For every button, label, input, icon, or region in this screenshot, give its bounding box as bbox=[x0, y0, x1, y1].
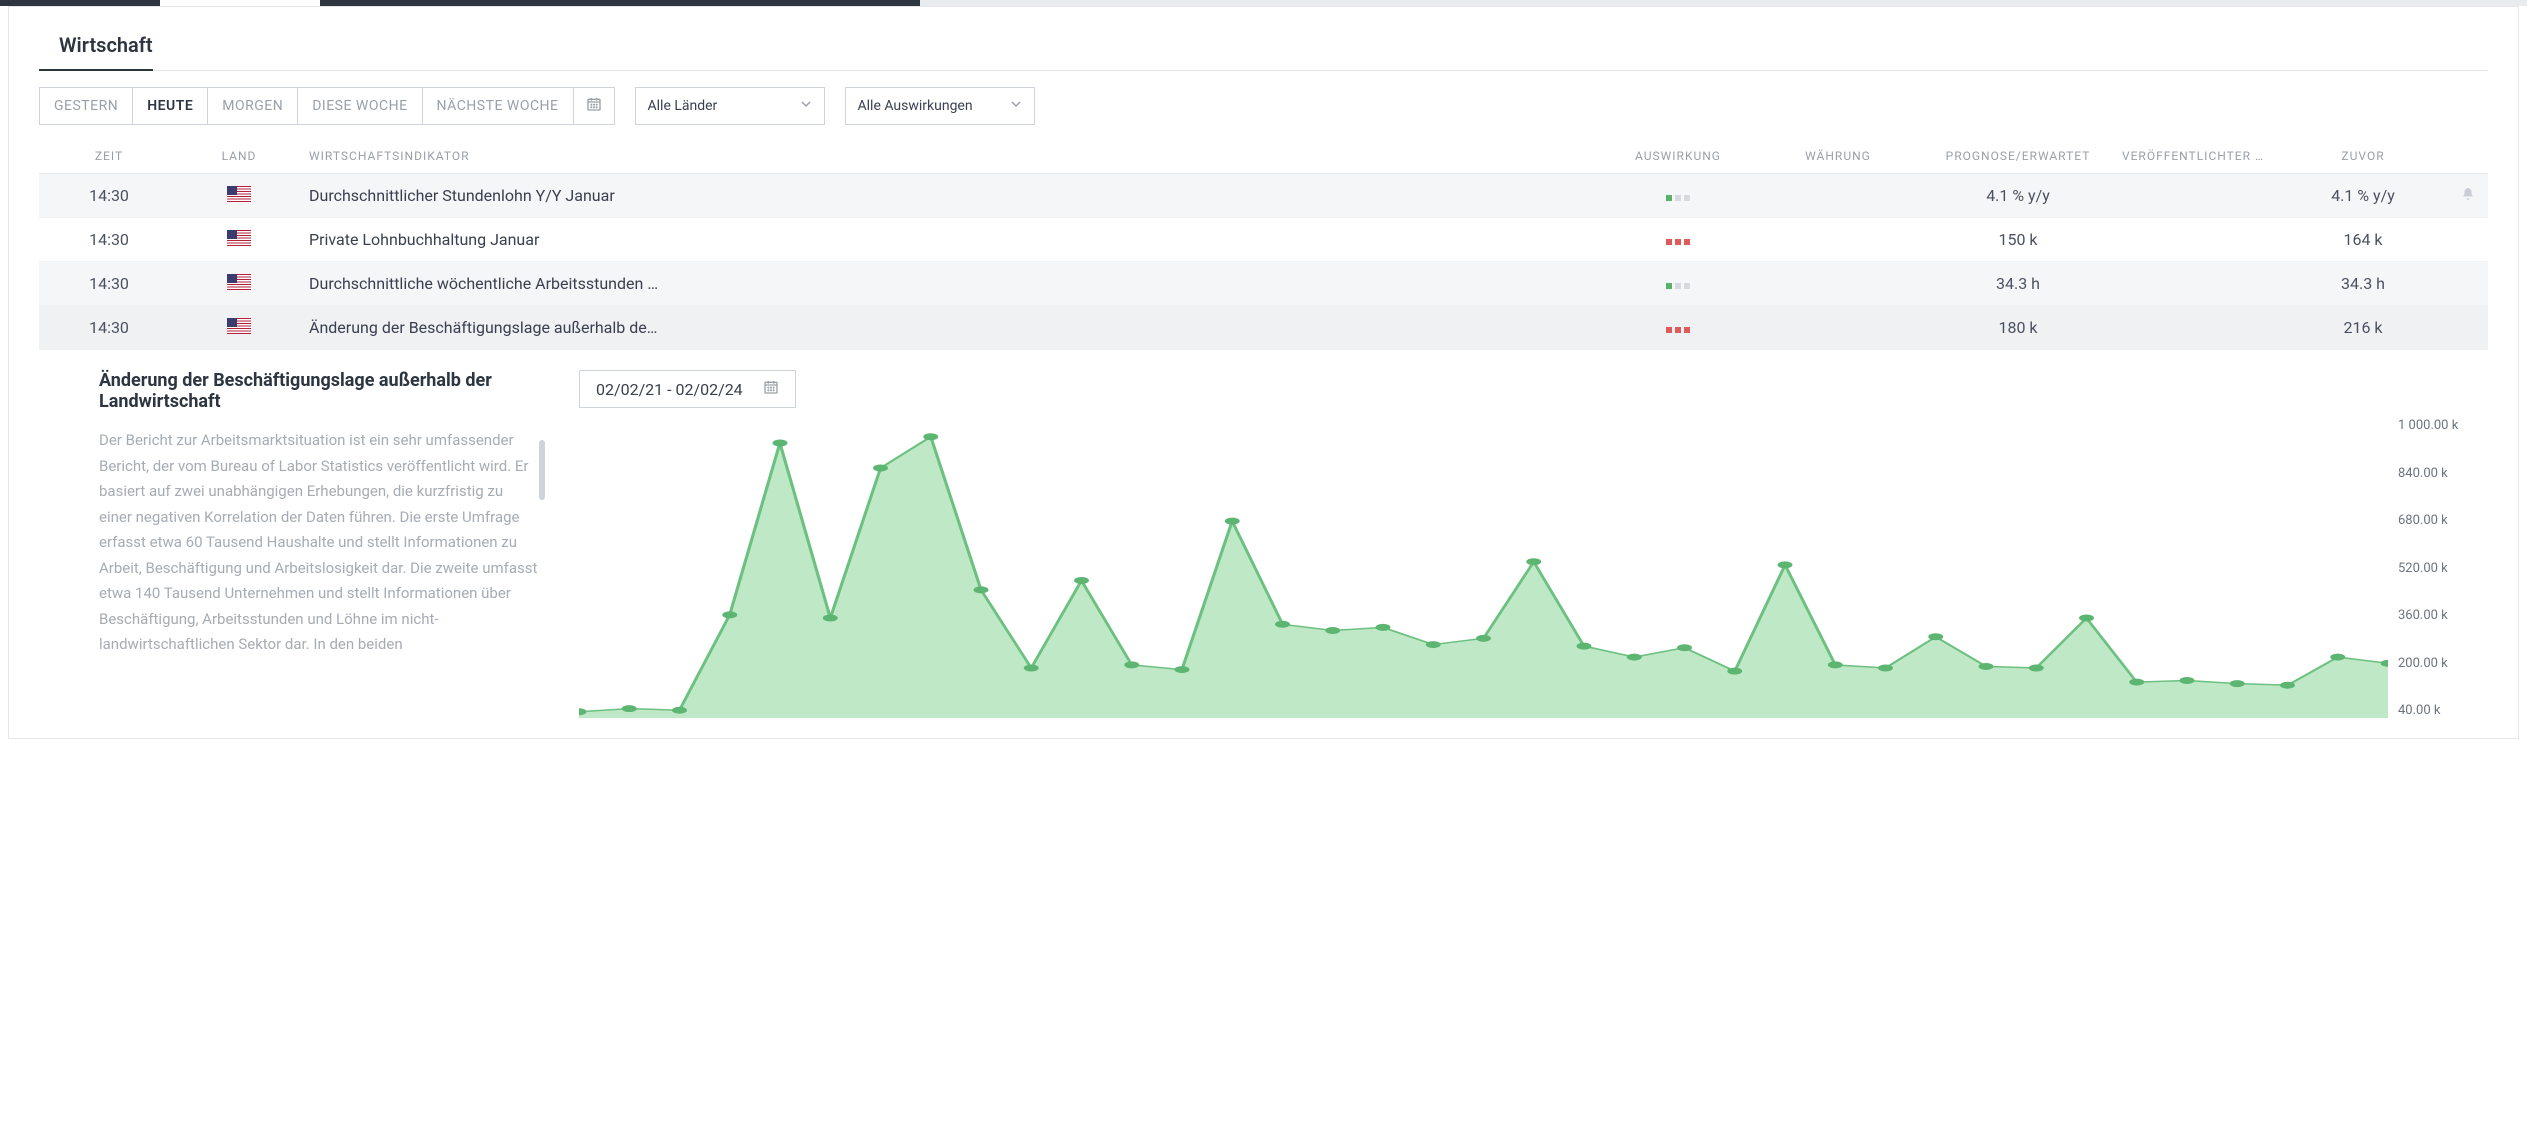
tab-naechste-woche[interactable]: NÄCHSTE WOCHE bbox=[423, 88, 574, 124]
us-flag-icon bbox=[227, 318, 251, 334]
detail-title: Änderung der Beschäftigungslage außerhal… bbox=[99, 370, 539, 412]
y-tick-label: 200.00 k bbox=[2398, 656, 2478, 671]
y-tick-label: 680.00 k bbox=[2398, 513, 2478, 528]
us-flag-icon bbox=[227, 186, 251, 202]
cell-time: 14:30 bbox=[39, 186, 179, 205]
impact-indicator bbox=[1666, 195, 1690, 201]
cell-forecast: 180 k bbox=[1928, 318, 2108, 337]
tab-heute[interactable]: HEUTE bbox=[133, 88, 208, 124]
col-published: VERÖFFENTLICHTER … bbox=[2108, 149, 2278, 163]
tab-calendar-button[interactable] bbox=[574, 88, 614, 124]
cell-forecast: 4.1 % y/y bbox=[1928, 186, 2108, 205]
cell-time: 14:30 bbox=[39, 274, 179, 293]
cell-previous: 4.1 % y/y bbox=[2278, 186, 2448, 205]
col-forecast: PROGNOSE/ERWARTET bbox=[1928, 149, 2108, 163]
cell-flag bbox=[179, 186, 299, 206]
bell-icon[interactable] bbox=[2461, 186, 2475, 205]
section-title: Wirtschaft bbox=[39, 17, 153, 71]
section-header: Wirtschaft bbox=[39, 17, 2488, 71]
date-range-picker[interactable]: 02/02/21 - 02/02/24 bbox=[579, 370, 796, 408]
col-land: LAND bbox=[179, 149, 299, 163]
col-indicator: WIRTSCHAFTSINDIKATOR bbox=[299, 149, 1608, 163]
controls-row: GESTERN HEUTE MORGEN DIESE WOCHE NÄCHSTE… bbox=[39, 87, 2488, 125]
y-tick-label: 360.00 k bbox=[2398, 608, 2478, 623]
detail-left: Änderung der Beschäftigungslage außerhal… bbox=[99, 370, 539, 718]
calendar-icon bbox=[586, 96, 602, 116]
cell-time: 14:30 bbox=[39, 318, 179, 337]
detail-panel: Änderung der Beschäftigungslage außerhal… bbox=[39, 350, 2488, 718]
cell-flag bbox=[179, 318, 299, 338]
cell-forecast: 34.3 h bbox=[1928, 274, 2108, 293]
us-flag-icon bbox=[227, 230, 251, 246]
chevron-down-icon bbox=[1010, 98, 1022, 114]
detail-description: Der Bericht zur Arbeitsmarktsituation is… bbox=[99, 428, 539, 658]
date-range-label: 02/02/21 - 02/02/24 bbox=[596, 380, 743, 399]
cell-impact bbox=[1608, 274, 1748, 293]
cell-time: 14:30 bbox=[39, 230, 179, 249]
cell-previous: 34.3 h bbox=[2278, 274, 2448, 293]
col-previous: ZUVOR bbox=[2278, 149, 2448, 163]
tab-gestern[interactable]: GESTERN bbox=[40, 88, 133, 124]
tab-diese-woche[interactable]: DIESE WOCHE bbox=[298, 88, 422, 124]
chevron-down-icon bbox=[800, 98, 812, 114]
y-tick-label: 1 000.00 k bbox=[2398, 418, 2478, 433]
impact-indicator bbox=[1666, 327, 1690, 333]
table-header: ZEIT LAND WIRTSCHAFTSINDIKATOR AUSWIRKUN… bbox=[39, 139, 2488, 174]
cell-indicator: Private Lohnbuchhaltung Januar bbox=[299, 230, 1608, 249]
dropdown-impacts-label: Alle Auswirkungen bbox=[858, 98, 973, 114]
calendar-icon bbox=[763, 379, 779, 399]
cell-bell bbox=[2448, 186, 2488, 205]
dropdown-countries-label: Alle Länder bbox=[648, 98, 718, 114]
cell-impact bbox=[1608, 230, 1748, 249]
y-tick-label: 520.00 k bbox=[2398, 561, 2478, 576]
chart-container: 1 000.00 k 840.00 k 680.00 k 520.00 k 360.00… bbox=[579, 418, 2478, 718]
col-currency: WÄHRUNG bbox=[1748, 149, 1928, 163]
top-navbar bbox=[0, 0, 2527, 6]
cell-indicator: Durchschnittliche wöchentliche Arbeitsst… bbox=[299, 274, 1608, 293]
y-axis: 1 000.00 k 840.00 k 680.00 k 520.00 k 360.00… bbox=[2388, 418, 2478, 718]
cell-impact bbox=[1608, 318, 1748, 337]
table-row[interactable]: 14:30 Durchschnittlicher Stundenlohn Y/Y … bbox=[39, 174, 2488, 218]
area-chart[interactable] bbox=[579, 418, 2388, 718]
scrollbar-thumb[interactable] bbox=[539, 440, 545, 500]
y-tick-label: 840.00 k bbox=[2398, 466, 2478, 481]
cell-flag bbox=[179, 274, 299, 294]
col-time: ZEIT bbox=[39, 149, 179, 163]
impact-indicator bbox=[1666, 239, 1690, 245]
detail-right: 02/02/21 - 02/02/24 1 000.00 k 840.00 k 68… bbox=[579, 370, 2478, 718]
y-tick-label: 40.00 k bbox=[2398, 703, 2478, 718]
table-body: 14:30 Durchschnittlicher Stundenlohn Y/Y … bbox=[39, 174, 2488, 350]
cell-impact bbox=[1608, 186, 1748, 205]
dropdown-impacts[interactable]: Alle Auswirkungen bbox=[845, 87, 1035, 125]
cell-indicator: Durchschnittlicher Stundenlohn Y/Y Janua… bbox=[299, 186, 1608, 205]
dropdown-countries[interactable]: Alle Länder bbox=[635, 87, 825, 125]
time-range-tabs: GESTERN HEUTE MORGEN DIESE WOCHE NÄCHSTE… bbox=[39, 87, 615, 125]
page-container: Wirtschaft GESTERN HEUTE MORGEN DIESE WO… bbox=[8, 6, 2519, 739]
cell-flag bbox=[179, 230, 299, 250]
events-table: ZEIT LAND WIRTSCHAFTSINDIKATOR AUSWIRKUN… bbox=[39, 139, 2488, 350]
tab-morgen[interactable]: MORGEN bbox=[208, 88, 298, 124]
table-row[interactable]: 14:30 Private Lohnbuchhaltung Januar 150 k… bbox=[39, 218, 2488, 262]
cell-forecast: 150 k bbox=[1928, 230, 2108, 249]
impact-indicator bbox=[1666, 283, 1690, 289]
cell-indicator: Änderung der Beschäftigungslage außerhal… bbox=[299, 318, 1608, 337]
table-row[interactable]: 14:30 Durchschnittliche wöchentliche Arbe… bbox=[39, 262, 2488, 306]
us-flag-icon bbox=[227, 274, 251, 290]
table-row[interactable]: 14:30 Änderung der Beschäftigungslage auß… bbox=[39, 306, 2488, 350]
cell-previous: 216 k bbox=[2278, 318, 2448, 337]
cell-previous: 164 k bbox=[2278, 230, 2448, 249]
col-impact: AUSWIRKUNG bbox=[1608, 149, 1748, 163]
